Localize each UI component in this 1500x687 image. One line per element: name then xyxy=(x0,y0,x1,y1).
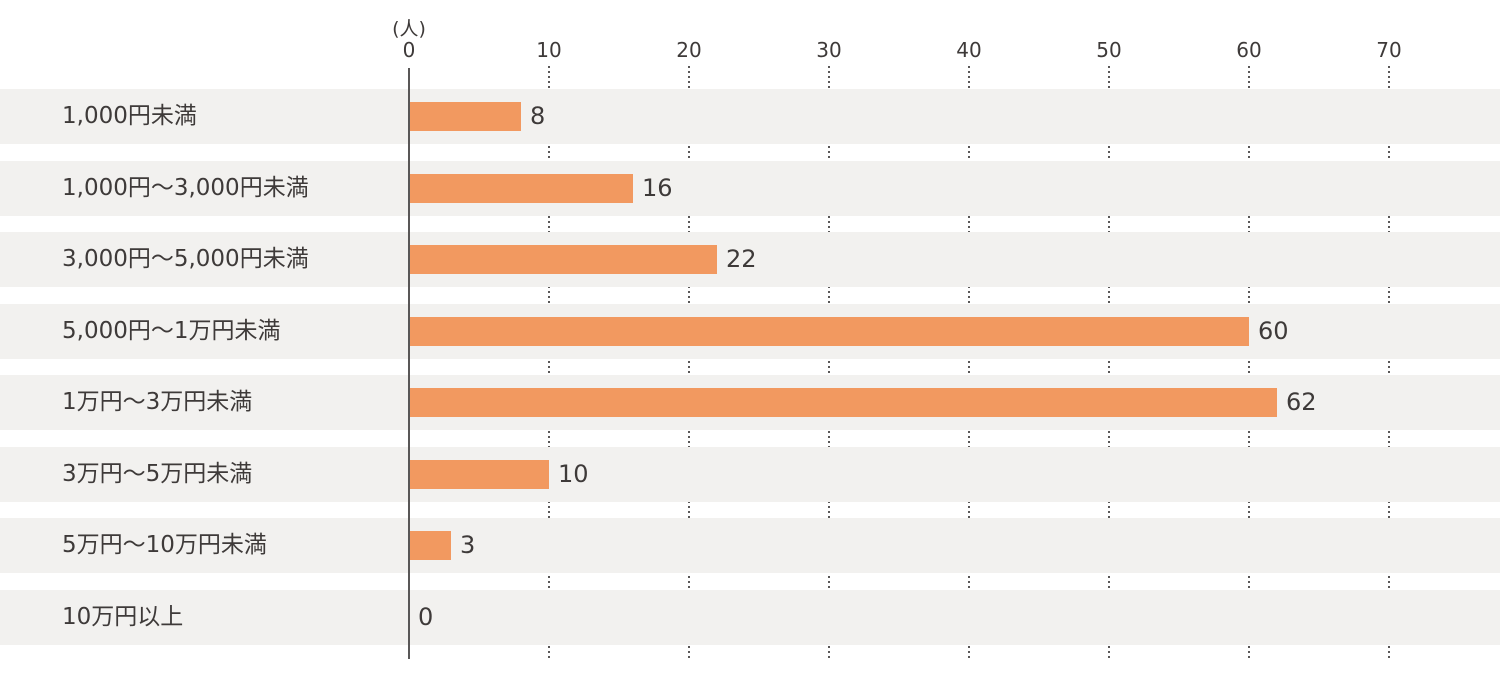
category-label: 3万円〜5万円未満 xyxy=(62,460,253,487)
dotted-gridline xyxy=(1248,66,1250,659)
value-label: 8 xyxy=(530,102,546,130)
category-label: 5万円〜10万円未満 xyxy=(62,532,267,558)
category-label: 1,000円未満 xyxy=(62,103,197,129)
x-axis-tick-label: 30 xyxy=(816,38,842,62)
row-band: 1,000円〜3,000円未満 16 xyxy=(0,160,1500,216)
row-band: 1,000円未満 8 xyxy=(0,89,1500,144)
row-band: 3,000円〜5,000円未満 22 xyxy=(0,232,1500,287)
value-label: 10 xyxy=(558,459,589,488)
category-label: 1万円〜3万円未満 xyxy=(62,389,253,415)
x-axis-tick-label: 40 xyxy=(956,38,982,62)
axis-unit-label: (人) xyxy=(392,18,426,40)
value-label: 0 xyxy=(418,602,434,631)
x-axis-tick-label: 20 xyxy=(676,38,702,62)
bar xyxy=(409,459,549,489)
category-label: 10万円以上 xyxy=(62,603,184,630)
row-band: 5,000円〜1万円未満 60 xyxy=(0,303,1500,359)
dotted-gridline xyxy=(688,66,690,659)
category-label: 5,000円〜1万円未満 xyxy=(62,317,281,344)
x-axis-tick-label: 60 xyxy=(1236,38,1262,62)
value-label: 60 xyxy=(1258,316,1289,345)
y-axis-zero-line xyxy=(408,68,410,659)
dotted-gridline xyxy=(548,66,550,659)
category-label: 1,000円〜3,000円未満 xyxy=(62,174,309,201)
x-axis-tick-label: 0 xyxy=(402,38,416,62)
bar xyxy=(409,531,451,560)
dotted-gridline xyxy=(1388,66,1390,659)
dotted-gridline xyxy=(828,66,830,659)
x-axis-tick-label: 10 xyxy=(536,38,562,62)
bar xyxy=(409,316,1249,346)
row-band: 5万円〜10万円未満 3 xyxy=(0,518,1500,573)
value-label: 62 xyxy=(1286,388,1317,416)
bar xyxy=(409,102,521,131)
bar xyxy=(409,388,1277,417)
bar xyxy=(409,173,633,203)
bar xyxy=(409,245,717,274)
value-label: 3 xyxy=(460,531,476,559)
x-axis-tick-label: 70 xyxy=(1376,38,1402,62)
dotted-gridline xyxy=(968,66,970,659)
value-label: 16 xyxy=(642,173,673,202)
value-label: 22 xyxy=(726,245,757,273)
row-band: 3万円〜5万円未満 10 xyxy=(0,446,1500,502)
dotted-gridline xyxy=(1108,66,1110,659)
x-axis-tick-label: 50 xyxy=(1096,38,1122,62)
category-label: 3,000円〜5,000円未満 xyxy=(62,246,309,272)
row-band: 1万円〜3万円未満 62 xyxy=(0,375,1500,430)
row-band: 10万円以上 0 xyxy=(0,589,1500,645)
